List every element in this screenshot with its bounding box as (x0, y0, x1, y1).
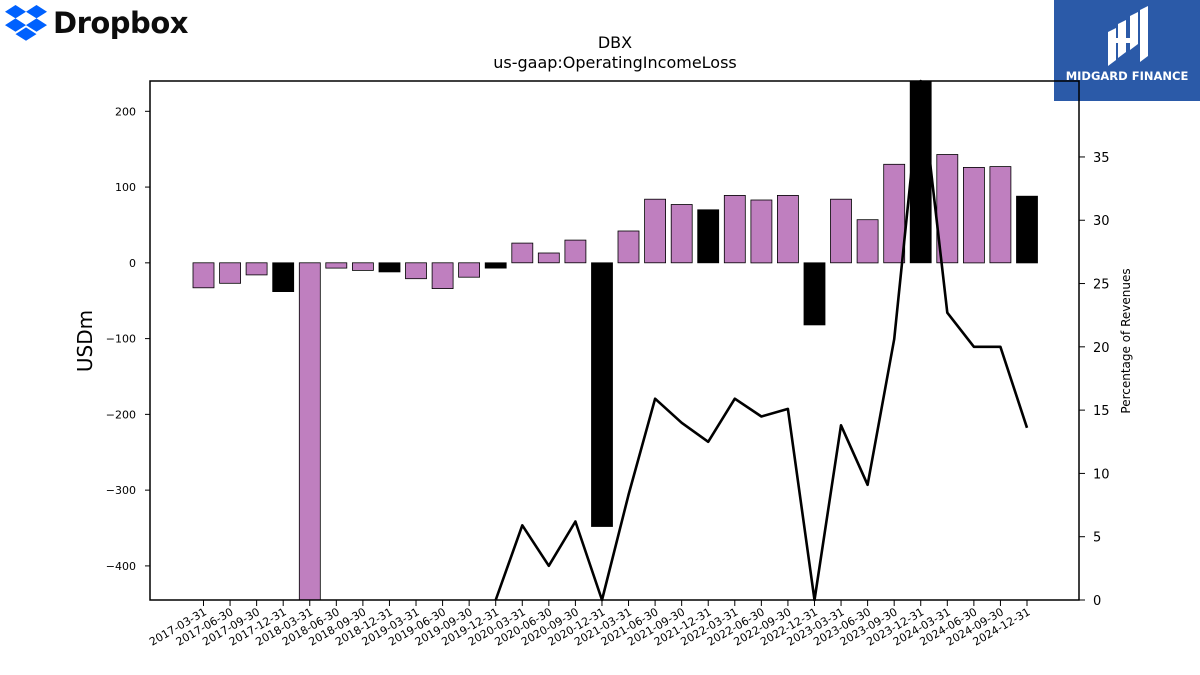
dropbox-wordmark: Dropbox (53, 6, 188, 40)
y-tick-label: 0 (129, 257, 136, 270)
plot-frame (149, 80, 1080, 601)
percentage-line-series (494, 79, 1029, 602)
y2-tick-label: 20 (1093, 341, 1110, 356)
y-tick-label: −200 (106, 408, 136, 421)
midgard-finance-logo: MIDGARD FINANCE (1054, 0, 1200, 101)
bar-2024-09-30 (989, 166, 1012, 264)
y2-tick-label: 0 (1093, 594, 1101, 609)
bar-2023-09-30 (883, 163, 906, 264)
y-axis-left: −400 −300 −200 −100 0 100 200 (106, 105, 150, 573)
bar-2019-09-30 (458, 262, 481, 278)
y-tick-label: 200 (115, 105, 136, 118)
y-tick-label: −300 (106, 484, 136, 497)
y-axis-right: 0 5 10 15 20 25 30 35 (1079, 151, 1110, 609)
bar-2020-09-30 (564, 239, 587, 264)
dropbox-icon (5, 5, 47, 41)
bar-2017-03-31 (192, 262, 215, 289)
bar-2017-12-31 (272, 262, 295, 292)
y-axis-label: USDm (73, 310, 97, 372)
bar-2024-06-30 (963, 166, 985, 264)
y2-tick-label: 5 (1093, 531, 1101, 546)
bar-2023-06-30 (856, 219, 879, 264)
bar-series (192, 80, 1038, 601)
y2-tick-label: 35 (1093, 151, 1110, 166)
y2-tick-label: 30 (1093, 214, 1110, 229)
y2-tick-label: 15 (1093, 404, 1110, 419)
bar-2022-09-30 (777, 194, 799, 264)
dropbox-logo: Dropbox (5, 5, 188, 41)
bar-2021-03-31 (617, 230, 640, 264)
bar-2021-06-30 (644, 198, 666, 264)
bar-2017-06-30 (219, 262, 242, 284)
y2-axis-label: Percentage of Revenues (1119, 268, 1133, 413)
bar-2019-03-31 (405, 262, 427, 280)
bar-2018-03-31 (298, 262, 321, 601)
bar-2020-03-31 (511, 242, 534, 264)
bar-2018-09-30 (351, 262, 374, 271)
y-tick-label: −100 (106, 333, 136, 346)
bar-2024-12-31 (1016, 195, 1038, 264)
bar-2024-03-31 (936, 154, 959, 264)
bar-2019-06-30 (431, 262, 454, 289)
y2-tick-label: 25 (1093, 278, 1110, 293)
y-tick-label: −400 (106, 560, 136, 573)
bar-2022-03-31 (723, 194, 746, 264)
chart-subtitle: us-gaap:OperatingIncomeLoss (493, 53, 737, 72)
bar-2023-12-31 (909, 80, 932, 264)
bar-2023-03-31 (830, 198, 852, 264)
midgard-finance-text: MIDGARD FINANCE (1065, 69, 1189, 83)
bar-2020-06-30 (537, 252, 560, 264)
bar-2018-06-30 (325, 262, 348, 269)
bar-2018-12-31 (378, 262, 401, 273)
midgard-emblem-icon (1108, 6, 1148, 66)
bar-2020-12-31 (591, 262, 613, 527)
chart-title: DBX (597, 33, 633, 52)
bar-2021-09-30 (670, 204, 693, 264)
y2-tick-label: 10 (1093, 467, 1110, 482)
bar-2019-12-31 (484, 262, 507, 269)
bar-2021-12-31 (697, 209, 720, 264)
bar-2022-12-31 (803, 262, 826, 326)
bar-2017-09-30 (245, 262, 268, 276)
y-tick-label: 100 (115, 181, 136, 194)
bar-2022-06-30 (750, 199, 773, 264)
x-axis: 2017-03-312017-06-302017-09-302017-12-31… (147, 600, 1033, 649)
percentage-line (494, 79, 1029, 602)
